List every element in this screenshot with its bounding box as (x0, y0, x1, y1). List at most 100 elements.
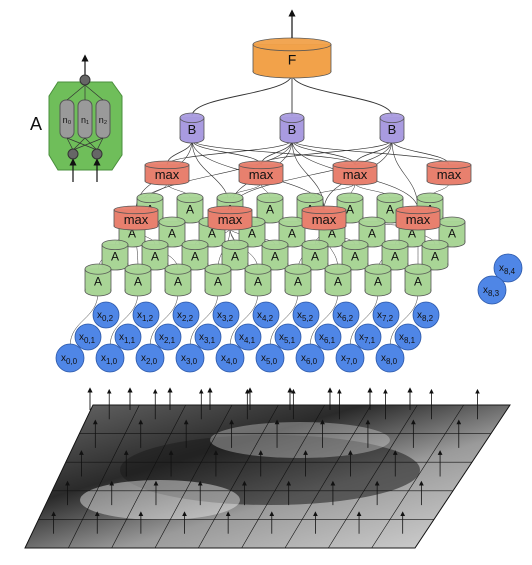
input-node-1-1: x1,1 (114, 323, 142, 351)
a-unit-r3-1: A (124, 263, 152, 297)
a-unit-r3-2: A (164, 263, 192, 297)
a-unit-r1-1: A (158, 216, 186, 248)
a-unit-r1-0-label: A (128, 226, 136, 240)
inset-input-node-right (91, 148, 103, 160)
a-unit-r3-7-label: A (374, 274, 382, 288)
input-node-1-0-label: x1,0 (101, 353, 118, 366)
a-unit-r0-1-label: A (186, 202, 194, 216)
a-unit-r3-5: A (284, 263, 312, 297)
input-node-1-0: x1,0 (95, 343, 125, 373)
a-unit-r3-0-label: A (94, 274, 102, 288)
a-unit-r1-2-label: A (208, 226, 216, 240)
max-unit-front-2: max (301, 205, 347, 231)
input-node-8-1-label: x8,1 (399, 332, 416, 345)
a-unit-r2-3: A (221, 239, 249, 271)
inset-neuron-0: n₀ (59, 99, 75, 139)
input-node-6-2-label: x6,2 (337, 310, 354, 323)
network-nodes: x8,4x8,3AAAAAAAABBBFmaxmaxmaxmaxAAAAAAAA… (55, 37, 523, 373)
input-node-2-0-label: x2,0 (141, 353, 158, 366)
input-node-7-1: x7,1 (354, 323, 382, 351)
a-unit-r2-7-label: A (391, 249, 399, 263)
max-unit-front-2-label: max (312, 212, 337, 227)
a-unit-r2-2: A (181, 239, 209, 271)
a-unit-r3-7: A (364, 263, 392, 297)
a-unit-r2-1-label: A (151, 249, 159, 263)
a-unit-r2-6-label: A (351, 249, 359, 263)
a-unit-r3-6-label: A (334, 274, 342, 288)
max-unit-front-1: max (207, 205, 253, 231)
input-node-8-3-label: x8,3 (483, 285, 500, 298)
input-node-5-0-label: x5,0 (261, 353, 278, 366)
input-node-3-2-label: x3,2 (217, 310, 234, 323)
input-node-1-2-label: x1,2 (137, 310, 154, 323)
a-unit-r2-1: A (141, 239, 169, 271)
input-node-4-2: x4,2 (252, 301, 280, 329)
max-unit-back-3: max (426, 160, 472, 186)
a-unit-r1-6-label: A (368, 226, 376, 240)
max-unit-front-1-label: max (218, 212, 243, 227)
input-node-7-0: x7,0 (335, 343, 365, 373)
a-unit-r0-5-label: A (346, 202, 354, 216)
a-unit-r3-6: A (324, 263, 352, 297)
inset-neuron-label-1: n₁ (81, 115, 89, 125)
b-unit-0: B (179, 112, 205, 144)
a-unit-r2-4-label: A (271, 249, 279, 263)
input-node-6-0-label: x6,0 (301, 353, 318, 366)
input-node-7-1-label: x7,1 (359, 332, 376, 345)
a-unit-r3-2-label: A (174, 274, 182, 288)
a-unit-r2-2-label: A (191, 249, 199, 263)
input-node-5-2: x5,2 (292, 301, 320, 329)
max-unit-back-2: max (332, 160, 378, 186)
b-unit-0-label: B (188, 122, 197, 137)
input-node-6-1: x6,1 (314, 323, 342, 351)
a-unit-r3-4-label: A (254, 274, 262, 288)
input-node-4-0-label: x4,0 (221, 353, 238, 366)
a-unit-r2-0: A (101, 239, 129, 271)
a-unit-r1-8: A (438, 216, 466, 248)
input-node-8-4: x8,4 (493, 253, 523, 283)
a-unit-r2-8-label: A (431, 249, 439, 263)
a-unit-r1-7-label: A (408, 226, 416, 240)
a-unit-r2-0-label: A (111, 249, 119, 263)
input-node-5-2-label: x5,2 (297, 310, 314, 323)
input-node-5-1-label: x5,1 (279, 332, 296, 345)
a-unit-r0-3: A (256, 192, 284, 224)
input-node-0-0: x0,0 (55, 343, 85, 373)
b-unit-2-label: B (388, 122, 397, 137)
input-node-7-2: x7,2 (372, 301, 400, 329)
max-unit-front-3: max (395, 205, 441, 231)
input-node-0-2-label: x0,2 (97, 310, 114, 323)
a-unit-r2-8: A (421, 239, 449, 271)
input-node-2-1-label: x2,1 (159, 332, 176, 345)
a-unit-r2-5-label: A (311, 249, 319, 263)
max-unit-back-3-label: max (437, 167, 462, 182)
input-node-2-0: x2,0 (135, 343, 165, 373)
input-node-1-1-label: x1,1 (119, 332, 136, 345)
input-node-8-2-label: x8,2 (417, 310, 434, 323)
input-node-1-2: x1,2 (132, 301, 160, 329)
f-unit: F (252, 37, 332, 79)
inset-neuron-label-2: n₂ (99, 115, 108, 125)
input-node-0-1: x0,1 (74, 323, 102, 351)
input-node-4-1: x4,1 (234, 323, 262, 351)
a-unit-r2-4: A (261, 239, 289, 271)
a-unit-r3-5-label: A (294, 274, 302, 288)
f-unit-label: F (288, 51, 297, 67)
input-image-plane (24, 387, 511, 549)
a-unit-r1-3-label: A (248, 226, 256, 240)
a-unit-r3-0: A (84, 263, 112, 297)
a-unit-r1-4-label: A (288, 226, 296, 240)
max-unit-back-0-label: max (155, 167, 180, 182)
input-node-3-0: x3,0 (175, 343, 205, 373)
inset-neuron-2: n₂ (95, 99, 111, 139)
a-unit-r2-6: A (341, 239, 369, 271)
input-node-2-1: x2,1 (154, 323, 182, 351)
a-unit-r0-6: A (376, 192, 404, 224)
inset-neuron-label-0: n₀ (63, 115, 72, 125)
inset-label: A (30, 114, 42, 134)
a-unit-r1-8-label: A (448, 226, 456, 240)
input-node-4-0: x4,0 (215, 343, 245, 373)
input-node-8-1: x8,1 (394, 323, 422, 351)
input-node-6-2: x6,2 (332, 301, 360, 329)
